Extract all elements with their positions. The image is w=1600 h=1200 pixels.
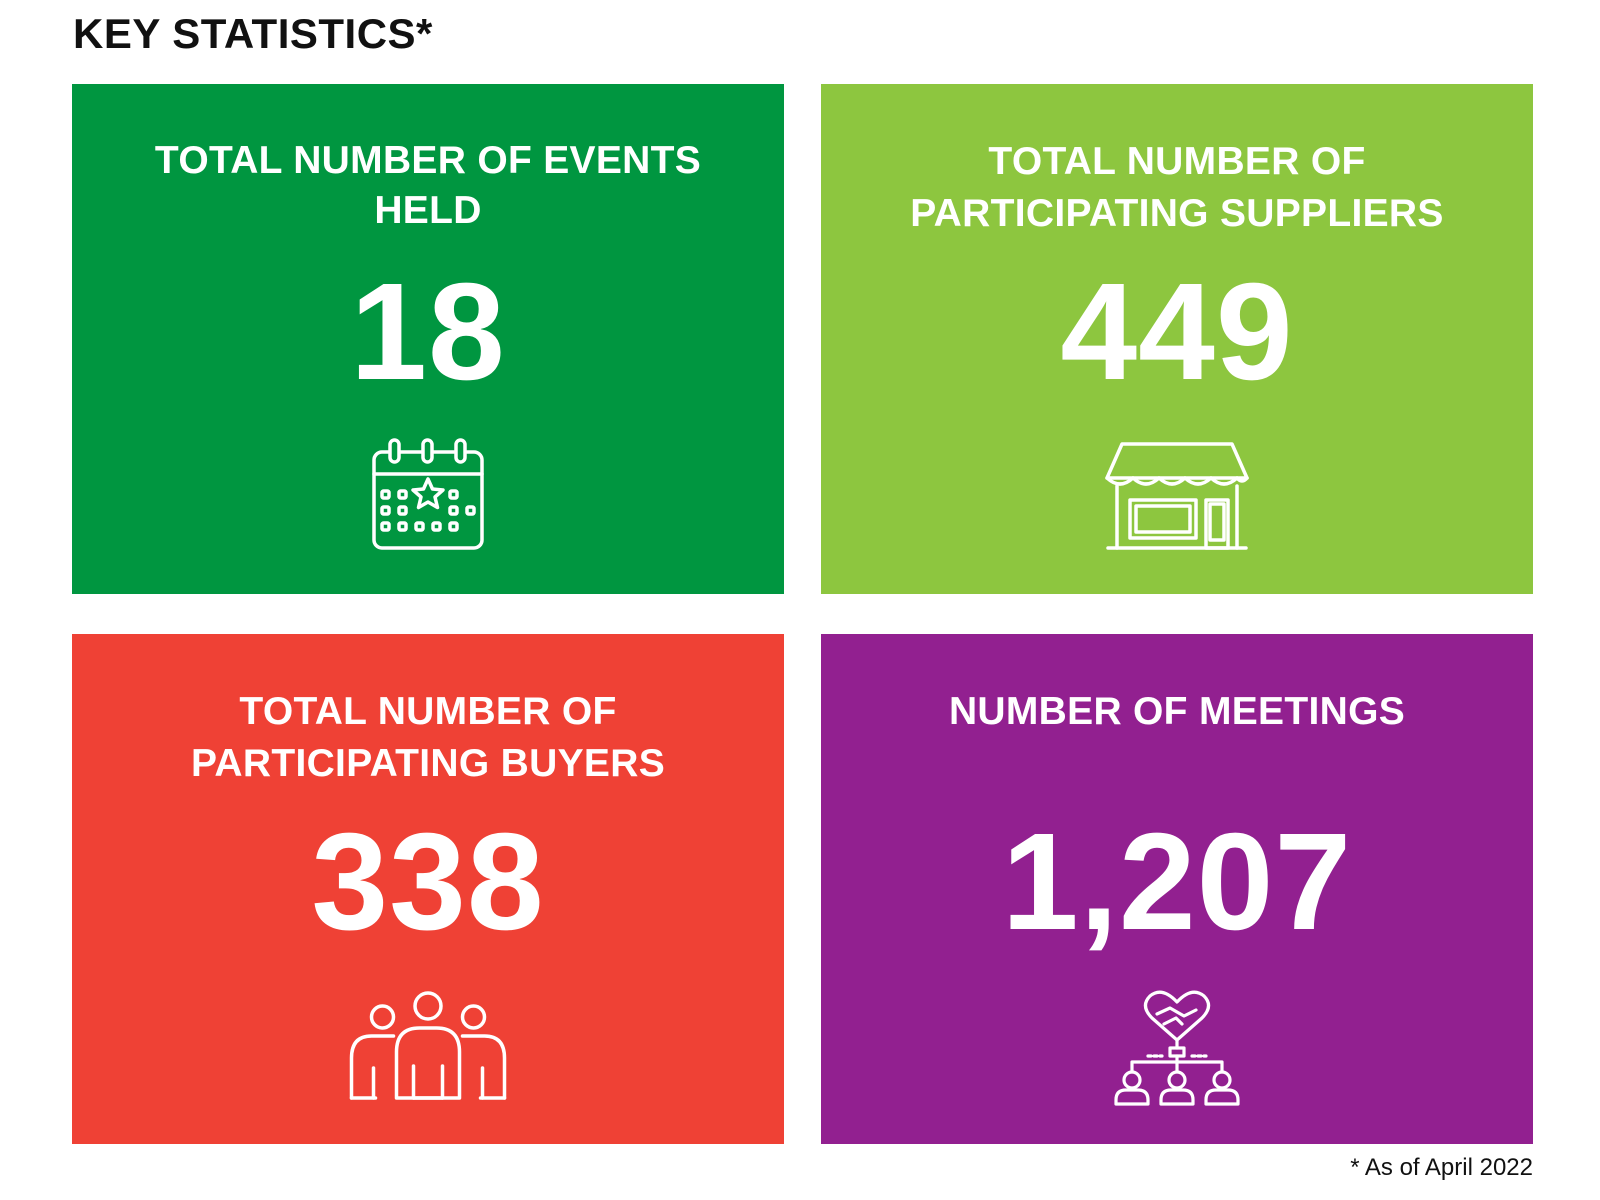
storefront-icon <box>1102 436 1252 556</box>
stat-label: TOTAL NUMBER OF PARTICIPATING SUPPLIERS <box>910 140 1444 235</box>
stat-label: TOTAL NUMBER OF EVENTS HELD <box>154 139 702 232</box>
stat-label: TOTAL NUMBER OF PARTICIPATING BUYERS <box>190 690 666 785</box>
stat-label: NUMBER OF MEETINGS <box>948 690 1406 733</box>
stat-card-events: TOTAL NUMBER OF EVENTS HELD 18 <box>72 84 784 594</box>
people-group-icon <box>346 986 511 1106</box>
stat-value: 1,207 <box>1001 805 1353 959</box>
handshake-network-icon <box>1112 986 1242 1106</box>
page-title: KEY STATISTICS* <box>73 10 433 57</box>
stat-value: 338 <box>311 805 545 959</box>
stat-card-meetings: NUMBER OF MEETINGS 1,207 <box>821 634 1533 1144</box>
stat-card-suppliers: TOTAL NUMBER OF PARTICIPATING SUPPLIERS … <box>821 84 1533 594</box>
stat-card-buyers: TOTAL NUMBER OF PARTICIPATING BUYERS 338 <box>72 634 784 1144</box>
stat-value: 449 <box>1060 255 1294 409</box>
footnote: * As of April 2022 <box>1350 1154 1533 1181</box>
calendar-star-icon <box>368 436 488 556</box>
stat-value: 18 <box>350 255 506 409</box>
